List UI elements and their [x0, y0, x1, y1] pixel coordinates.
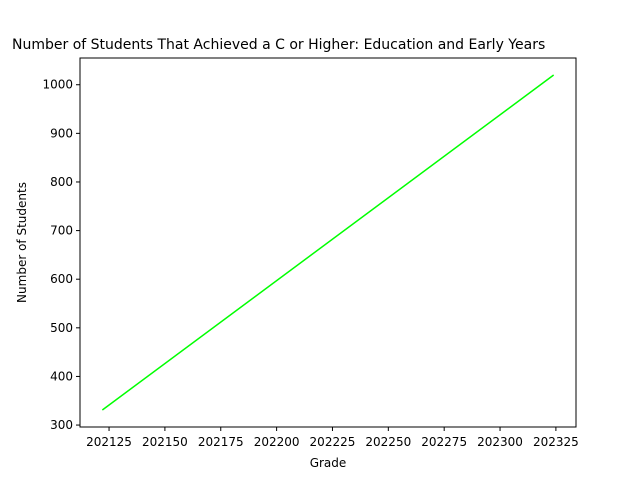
x-tick-label: 202150	[142, 435, 188, 449]
y-axis-ticks: 300 400 500 600 700 800 900 1000	[42, 78, 80, 432]
x-tick-label: 202275	[421, 435, 467, 449]
y-tick-label: 900	[50, 126, 73, 140]
series-line	[101, 74, 555, 411]
x-tick-label: 202250	[365, 435, 411, 449]
x-tick-label: 202125	[86, 435, 132, 449]
x-tick-label: 202225	[310, 435, 356, 449]
x-tick-label: 202175	[198, 435, 244, 449]
y-tick-label: 300	[50, 418, 73, 432]
y-tick-label: 700	[50, 224, 73, 238]
axes-frame	[79, 57, 577, 428]
y-tick-label: 1000	[42, 78, 73, 92]
plot-area	[79, 57, 577, 428]
x-tick-label: 202300	[477, 435, 523, 449]
x-tick-label: 202325	[533, 435, 579, 449]
y-tick-label: 400	[50, 369, 73, 383]
x-axis-ticks: 202125 202150 202175 202200 202225 202250 2022…	[86, 427, 579, 449]
y-tick-label: 500	[50, 321, 73, 335]
chart-title: Number of Students That Achieved a C or …	[12, 37, 545, 53]
y-tick-label: 600	[50, 272, 73, 286]
y-axis-label: Number of Students	[15, 182, 29, 303]
x-axis-label: Grade	[310, 456, 347, 470]
x-tick-label: 202200	[254, 435, 300, 449]
y-tick-label: 800	[50, 175, 73, 189]
